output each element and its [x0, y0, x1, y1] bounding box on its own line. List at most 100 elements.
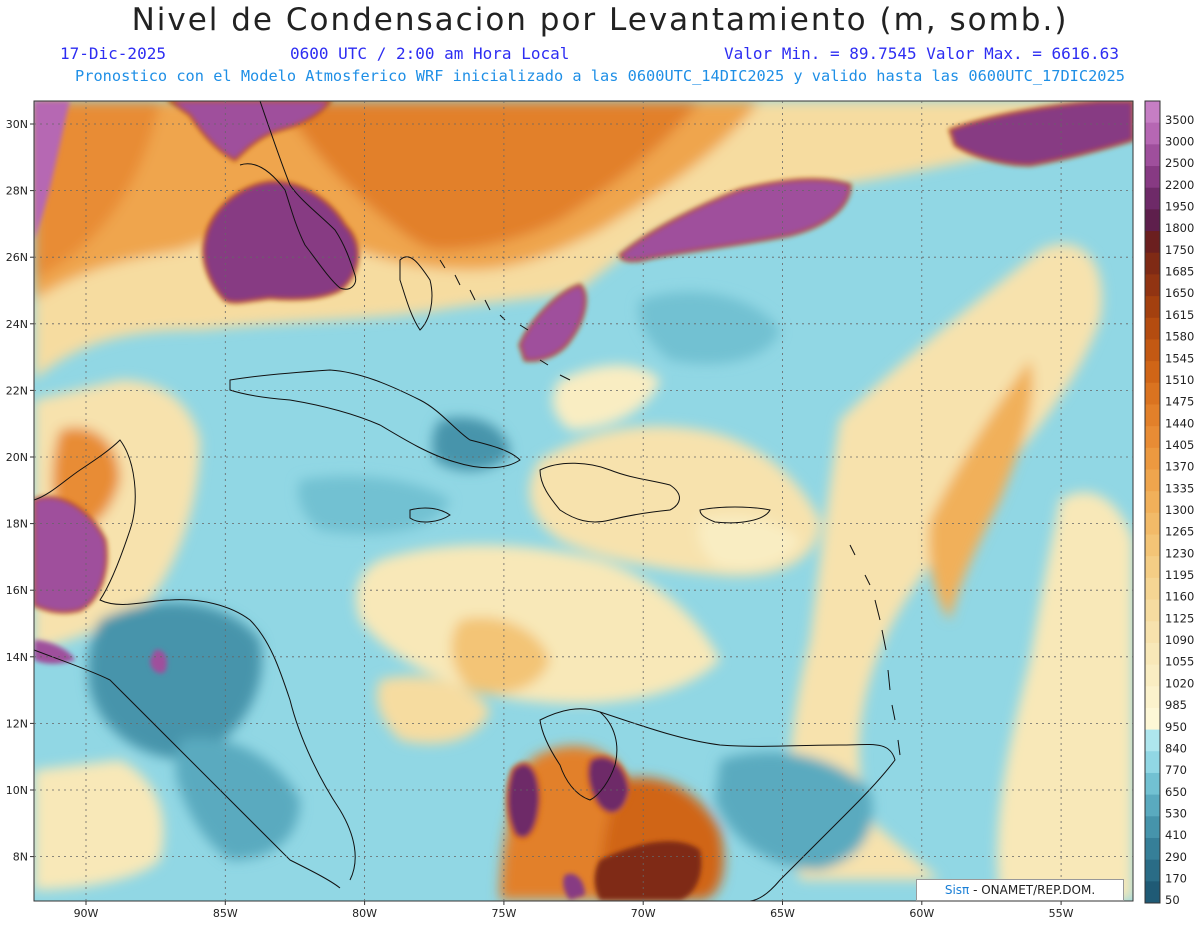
lat-label: 10N [6, 784, 28, 797]
lat-label: 20N [6, 451, 28, 464]
credit-text: - ONAMET/REP.DOM. [969, 883, 1096, 897]
colorbar-swatch [1145, 339, 1160, 362]
colorbar-label: 1265 [1165, 525, 1194, 539]
colorbar-swatch [1145, 729, 1160, 752]
lon-label: 90W [74, 907, 99, 920]
map-title: Nivel de Condensacion por Levantamiento … [131, 2, 1069, 38]
colorbar-swatch [1145, 404, 1160, 427]
credit-box: Sisπ - ONAMET/REP.DOM. [916, 879, 1124, 901]
colorbar-label: 1580 [1165, 330, 1194, 344]
colorbar-swatch [1145, 447, 1160, 470]
colorbar-swatch [1145, 144, 1160, 167]
forecast-date: 17-Dic-2025 [60, 44, 166, 63]
lat-label: 28N [6, 185, 28, 198]
colorbar-label: 1195 [1165, 568, 1194, 582]
forecast-time: 0600 UTC / 2:00 am Hora Local [290, 44, 570, 63]
colorbar-label: 1615 [1165, 308, 1194, 322]
map-frame [33, 100, 1134, 902]
latitude-labels: 30N 28N 26N 24N 22N 20N 18N 16N 14N 12N 10N 8N [6, 118, 34, 864]
colorbar-swatch [1145, 599, 1160, 622]
colorbar-swatch [1145, 361, 1160, 384]
colorbar-swatch [1145, 556, 1160, 579]
colorbar-label: 1545 [1165, 351, 1194, 365]
lat-label: 8N [13, 851, 28, 864]
colorbar-swatch [1145, 491, 1160, 514]
lon-label: 80W [352, 907, 377, 920]
model-info-line: Pronostico con el Modelo Atmosferico WRF… [75, 67, 1125, 85]
lat-label: 30N [6, 118, 28, 131]
colorbar-swatch [1145, 166, 1160, 189]
colorbar-swatch [1145, 317, 1160, 340]
lcl-field [34, 101, 1133, 901]
lon-label: 65W [770, 907, 795, 920]
lon-label: 75W [491, 907, 516, 920]
colorbar-label: 1685 [1165, 265, 1194, 279]
lat-label: 22N [6, 384, 28, 397]
colorbar-label: 1440 [1165, 416, 1194, 430]
lat-label: 26N [6, 251, 28, 264]
colorbar-swatch [1145, 837, 1160, 861]
colorbar: 3500 3000 2500 2200 1950 1800 1750 1685 1650 1615… [1144, 100, 1194, 907]
coastlines [34, 101, 901, 901]
colorbar-swatch [1145, 772, 1160, 796]
lat-label: 16N [6, 584, 28, 597]
colorbar-label: 650 [1165, 785, 1187, 799]
colorbar-swatch [1145, 664, 1160, 687]
colorbar-label: 170 [1165, 871, 1187, 885]
colorbar-swatch [1145, 707, 1160, 731]
colorbar-label: 1650 [1165, 286, 1194, 300]
colorbar-label: 1405 [1165, 438, 1194, 452]
colorbar-swatch [1145, 209, 1160, 232]
colorbar-label: 1020 [1165, 676, 1194, 690]
colorbar-swatch [1145, 859, 1160, 882]
colorbar-swatch [1145, 881, 1160, 904]
colorbar-swatch [1145, 534, 1160, 557]
colorbar-label: 1950 [1165, 200, 1194, 214]
colorbar-label: 770 [1165, 763, 1187, 777]
colorbar-label: 2200 [1165, 178, 1194, 192]
colorbar-swatch [1145, 816, 1160, 839]
colorbar-label: 1510 [1165, 373, 1194, 387]
lat-label: 18N [6, 518, 28, 531]
colorbar-label: 840 [1165, 741, 1187, 755]
colorbar-swatch [1145, 382, 1160, 405]
sispi-logo: Sisπ [944, 883, 970, 897]
colorbar-label: 410 [1165, 828, 1187, 842]
colorbar-label: 3500 [1165, 113, 1194, 127]
colorbar-swatch [1145, 231, 1160, 254]
colorbar-swatch [1145, 751, 1160, 774]
colorbar-label: 3000 [1165, 135, 1194, 149]
colorbar-label: 985 [1165, 698, 1187, 712]
colorbar-label: 1125 [1165, 611, 1194, 625]
value-min-max: Valor Min. = 89.7545 Valor Max. = 6616.6… [724, 44, 1119, 63]
lon-label: 60W [909, 907, 934, 920]
colorbar-swatch [1145, 426, 1160, 449]
lon-label: 55W [1049, 907, 1074, 920]
colorbar-label: 1090 [1165, 633, 1194, 647]
colorbar-swatch [1145, 252, 1160, 275]
colorbar-swatch [1145, 794, 1160, 817]
colorbar-label: 950 [1165, 720, 1187, 734]
colorbar-label: 1370 [1165, 460, 1194, 474]
colorbar-swatch [1145, 642, 1160, 666]
lon-label: 85W [213, 907, 238, 920]
colorbar-frame [1144, 100, 1161, 904]
colorbar-label: 50 [1165, 893, 1180, 907]
colorbar-label: 2500 [1165, 156, 1194, 170]
lat-label: 12N [6, 717, 28, 730]
colorbar-swatch [1145, 686, 1160, 709]
colorbar-label: 1230 [1165, 546, 1194, 560]
colorbar-swatch [1145, 122, 1160, 145]
colorbar-label: 1335 [1165, 481, 1194, 495]
colorbar-label: 1800 [1165, 221, 1194, 235]
colorbar-label: 1160 [1165, 590, 1194, 604]
longitude-labels: 90W 85W 80W 75W 70W 65W 60W 55W [74, 901, 1074, 920]
lat-label: 24N [6, 318, 28, 331]
colorbar-label: 1750 [1165, 243, 1194, 257]
lon-label: 70W [631, 907, 656, 920]
lat-label: 14N [6, 651, 28, 664]
lat-lon-grid [34, 101, 1133, 901]
colorbar-swatch [1145, 274, 1160, 297]
colorbar-label: 1055 [1165, 655, 1194, 669]
